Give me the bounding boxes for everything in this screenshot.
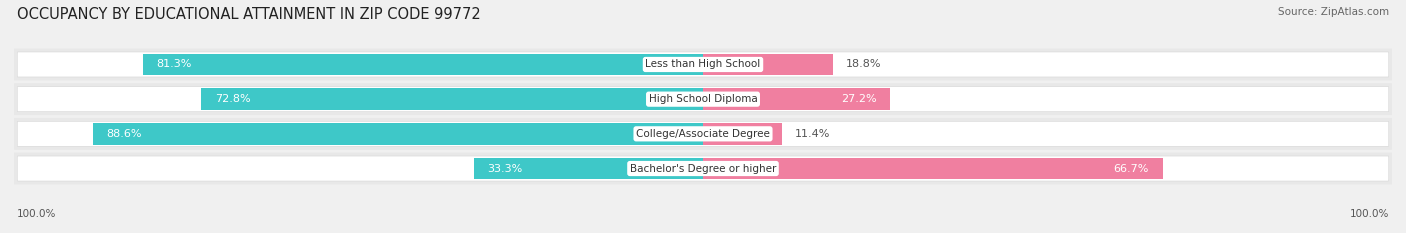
Text: 11.4%: 11.4%	[796, 129, 831, 139]
Text: 100.0%: 100.0%	[17, 209, 56, 219]
FancyBboxPatch shape	[17, 52, 1389, 77]
Bar	[143, 54, 703, 75]
Bar	[703, 54, 832, 75]
Text: College/Associate Degree: College/Associate Degree	[636, 129, 770, 139]
FancyBboxPatch shape	[14, 48, 1392, 80]
Text: 72.8%: 72.8%	[215, 94, 250, 104]
Bar	[703, 123, 782, 145]
Text: 18.8%: 18.8%	[846, 59, 882, 69]
Bar	[93, 123, 703, 145]
FancyBboxPatch shape	[14, 118, 1392, 150]
Text: 88.6%: 88.6%	[107, 129, 142, 139]
Text: 100.0%: 100.0%	[1350, 209, 1389, 219]
FancyBboxPatch shape	[17, 121, 1389, 146]
Text: High School Diploma: High School Diploma	[648, 94, 758, 104]
Bar	[201, 88, 703, 110]
Bar	[474, 158, 703, 179]
Text: OCCUPANCY BY EDUCATIONAL ATTAINMENT IN ZIP CODE 99772: OCCUPANCY BY EDUCATIONAL ATTAINMENT IN Z…	[17, 7, 481, 22]
Text: 33.3%: 33.3%	[488, 164, 523, 174]
FancyBboxPatch shape	[17, 156, 1389, 181]
Bar	[703, 158, 1163, 179]
Text: 81.3%: 81.3%	[156, 59, 193, 69]
Bar	[703, 88, 890, 110]
FancyBboxPatch shape	[14, 83, 1392, 115]
FancyBboxPatch shape	[17, 87, 1389, 112]
FancyBboxPatch shape	[14, 153, 1392, 185]
Text: 27.2%: 27.2%	[841, 94, 876, 104]
Text: Less than High School: Less than High School	[645, 59, 761, 69]
Text: 66.7%: 66.7%	[1114, 164, 1149, 174]
Text: Bachelor's Degree or higher: Bachelor's Degree or higher	[630, 164, 776, 174]
Text: Source: ZipAtlas.com: Source: ZipAtlas.com	[1278, 7, 1389, 17]
